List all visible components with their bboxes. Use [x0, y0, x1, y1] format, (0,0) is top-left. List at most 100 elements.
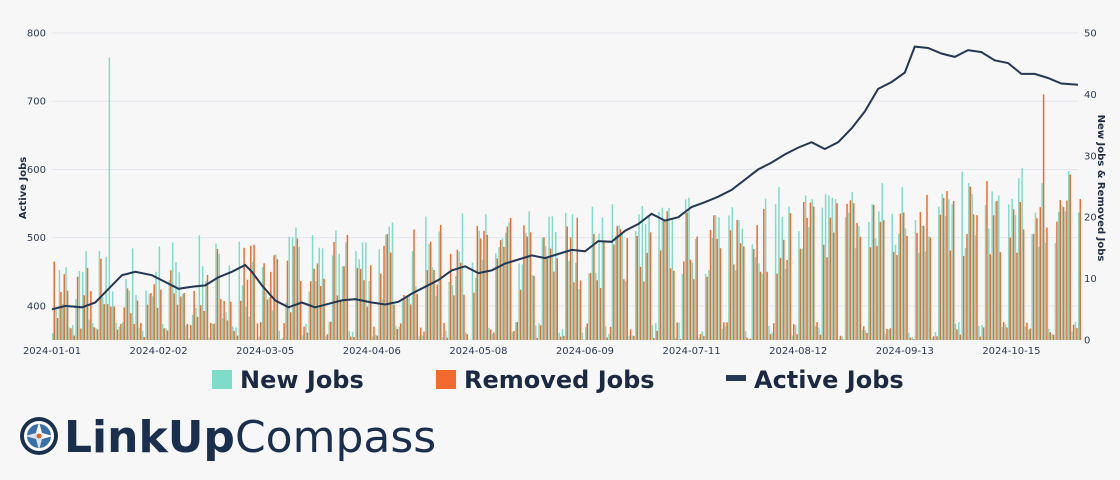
removed-jobs-bar — [336, 295, 339, 340]
new-jobs-bar — [421, 335, 424, 340]
new-jobs-bar — [774, 204, 777, 340]
removed-jobs-bar — [733, 264, 735, 340]
new-jobs-bar — [58, 269, 61, 340]
removed-jobs-bar — [956, 329, 958, 340]
removed-jobs-bar — [1076, 328, 1078, 340]
removed-jobs-bar — [1079, 198, 1081, 340]
removed-jobs-bar — [339, 300, 342, 340]
new-jobs-bar — [751, 244, 754, 340]
new-jobs-bar — [584, 327, 587, 340]
removed-jobs-bar — [909, 337, 912, 340]
removed-jobs-bar — [489, 329, 492, 340]
new-jobs-bar — [561, 329, 564, 340]
removed-jobs-bar — [862, 326, 865, 340]
new-jobs-bar — [95, 328, 97, 340]
removed-jobs-bar — [689, 259, 692, 340]
removed-jobs-bar — [449, 253, 452, 340]
new-jobs-bar — [135, 294, 137, 340]
right-tick-label: 10 — [1084, 274, 1097, 285]
removed-jobs-bar — [1069, 174, 1072, 340]
new-jobs-bar — [411, 251, 414, 340]
new-jobs-bar — [155, 271, 157, 340]
new-jobs-bar — [598, 233, 600, 340]
removed-jobs-bar — [1052, 334, 1055, 340]
new-jobs-bar — [931, 337, 933, 340]
legend-swatch-active — [726, 375, 746, 381]
removed-jobs-bar — [1049, 332, 1052, 340]
removed-jobs-bar — [483, 230, 485, 340]
removed-jobs-bar — [363, 280, 365, 340]
new-jobs-bar — [698, 337, 700, 340]
new-jobs-bar — [1064, 211, 1067, 340]
new-jobs-bar — [841, 336, 843, 340]
x-tick-label: 2024-01-01 — [23, 346, 81, 357]
removed-jobs-bar — [519, 289, 522, 340]
removed-jobs-bar — [743, 246, 745, 340]
new-jobs-bar — [1021, 168, 1023, 340]
removed-jobs-bar — [136, 300, 139, 340]
new-jobs-bar — [831, 197, 833, 340]
new-jobs-bar — [611, 204, 614, 340]
new-jobs-bar — [105, 256, 107, 340]
new-jobs-bar — [385, 234, 387, 340]
removed-jobs-bar — [969, 186, 972, 340]
new-jobs-bar — [708, 270, 710, 340]
new-jobs-bar — [1068, 170, 1070, 340]
brand-logo: LinkUpCompass — [20, 412, 436, 463]
new-jobs-bar — [608, 333, 610, 340]
new-jobs-bar — [1054, 242, 1057, 340]
removed-jobs-bar — [263, 263, 265, 340]
removed-jobs-bar — [666, 211, 668, 340]
left-axis-title: Active Jobs — [18, 157, 29, 219]
new-jobs-bar — [361, 242, 364, 340]
removed-jobs-bar — [283, 323, 285, 340]
new-jobs-bar — [878, 211, 880, 340]
removed-jobs-bar — [226, 320, 229, 340]
new-jobs-bar — [861, 330, 863, 340]
new-jobs-bar — [1058, 211, 1060, 340]
new-jobs-bar — [441, 337, 444, 340]
new-jobs-bar — [678, 322, 680, 340]
removed-jobs-bar — [723, 322, 725, 340]
removed-jobs-bar — [753, 248, 755, 340]
new-jobs-bar — [704, 273, 707, 340]
removed-jobs-bar — [846, 203, 848, 340]
removed-jobs-bar — [639, 266, 642, 340]
x-axis: 2024-01-01 2024-02-02 2024-03-05 2024-04-06… — [23, 346, 1041, 357]
removed-jobs-bar — [293, 246, 295, 340]
new-jobs-bar — [624, 281, 627, 340]
new-jobs-bar — [1031, 234, 1033, 340]
new-jobs-bar — [1034, 212, 1037, 340]
removed-jobs-bar — [543, 237, 545, 340]
removed-jobs-bar — [463, 294, 465, 340]
new-jobs-bar — [881, 183, 883, 340]
removed-jobs-bar — [80, 328, 82, 340]
removed-jobs-bar — [300, 280, 302, 340]
new-jobs-bar — [671, 219, 674, 340]
new-jobs-bar — [834, 199, 837, 340]
removed-jobs-bar — [819, 334, 822, 340]
removed-jobs-bar — [486, 234, 489, 340]
removed-jobs-bar — [882, 220, 885, 340]
removed-jobs-bar — [329, 321, 332, 340]
new-jobs-bar — [791, 335, 794, 340]
new-jobs-bar — [808, 227, 810, 340]
new-jobs-bar — [531, 275, 534, 340]
left-axis: 400 500 600 700 800 — [27, 29, 46, 313]
new-jobs-bar — [981, 325, 983, 340]
new-jobs-bar — [555, 232, 557, 340]
removed-jobs-bar — [389, 252, 392, 340]
new-jobs-bar — [171, 242, 174, 340]
removed-jobs-bar — [852, 203, 855, 340]
removed-jobs-bar — [203, 311, 205, 340]
x-tick-label: 2024-08-12 — [769, 346, 827, 357]
removed-jobs-bar — [899, 213, 902, 340]
removed-jobs-bar — [436, 284, 439, 340]
new-jobs-bar — [261, 267, 264, 340]
new-jobs-bar — [1001, 326, 1003, 340]
new-jobs-bar — [961, 171, 963, 340]
new-jobs-bar — [824, 194, 827, 340]
new-jobs-bar — [1018, 178, 1020, 340]
removed-jobs-bar — [173, 293, 175, 340]
removed-jobs-bar — [473, 292, 475, 340]
